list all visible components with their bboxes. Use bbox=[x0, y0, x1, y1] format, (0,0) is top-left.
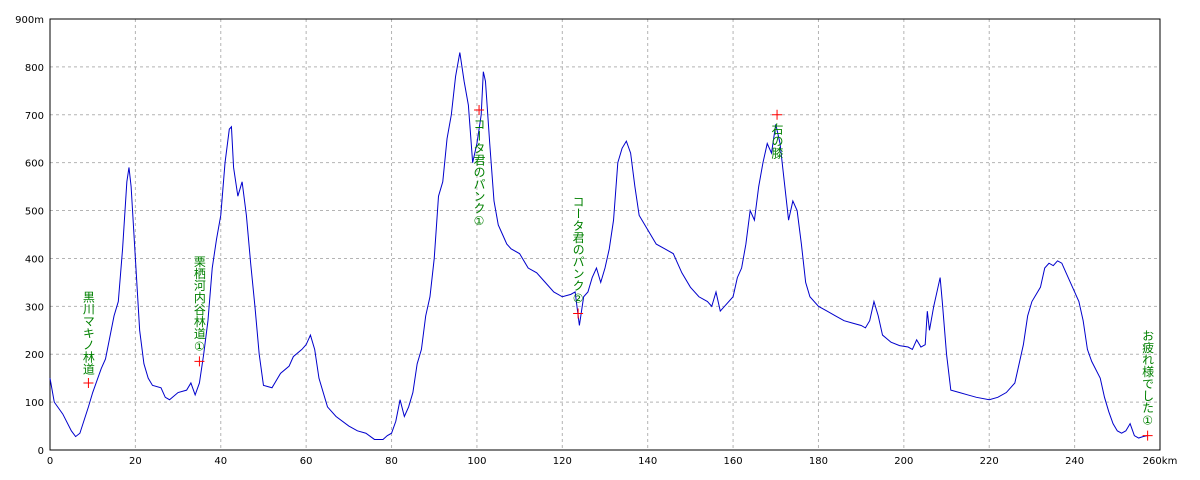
x-tick-label: 220 bbox=[980, 456, 999, 467]
x-tick-label: 60 bbox=[300, 456, 313, 467]
y-tick-label: 200 bbox=[25, 350, 44, 361]
x-tick-label: 140 bbox=[638, 456, 657, 467]
x-tick-label: 20 bbox=[129, 456, 142, 467]
annotation-marker bbox=[772, 109, 783, 120]
x-tick-label: 100 bbox=[467, 456, 486, 467]
annotation-marker bbox=[1142, 430, 1153, 441]
y-tick-label: 500 bbox=[25, 207, 44, 218]
annotation-marker bbox=[474, 104, 485, 115]
x-tick-label: 160 bbox=[724, 456, 743, 467]
plot-frame bbox=[49, 18, 1161, 451]
y-tick-label: 800 bbox=[25, 63, 44, 74]
y-tick-label: 0 bbox=[38, 446, 44, 457]
x-tick-label: 0 bbox=[47, 456, 53, 467]
annotation-label: 右の膝 bbox=[770, 121, 784, 159]
y-tick-label: 300 bbox=[25, 302, 44, 313]
y-tick-label: 700 bbox=[25, 111, 44, 122]
x-tick-label: 80 bbox=[385, 456, 398, 467]
y-tick-label: 600 bbox=[25, 159, 44, 170]
y-tick-label: 400 bbox=[25, 254, 44, 265]
annotation-label: コータ君のパンク② bbox=[571, 196, 585, 306]
annotation-marker bbox=[194, 356, 205, 367]
annotation-label: 栗栖河内谷林道① bbox=[192, 255, 206, 353]
annotation-label: コータ君のパンク① bbox=[472, 118, 486, 228]
y-tick-label: 900m bbox=[15, 15, 44, 26]
annotation-marker bbox=[573, 308, 584, 319]
y-tick-label: 100 bbox=[25, 398, 44, 409]
x-tick-label: 40 bbox=[214, 456, 227, 467]
x-tick-label: 240 bbox=[1065, 456, 1084, 467]
x-tick-label: 120 bbox=[553, 456, 572, 467]
x-tick-label: 260km bbox=[1143, 456, 1178, 467]
annotation-marker bbox=[83, 377, 94, 388]
elevation-line bbox=[49, 52, 1148, 440]
x-tick-label: 180 bbox=[809, 456, 828, 467]
x-tick-label: 200 bbox=[894, 456, 913, 467]
annotation-label: 黒川マキノ林道 bbox=[81, 291, 95, 375]
annotation-label: お疲れ様でした① bbox=[1141, 329, 1155, 427]
